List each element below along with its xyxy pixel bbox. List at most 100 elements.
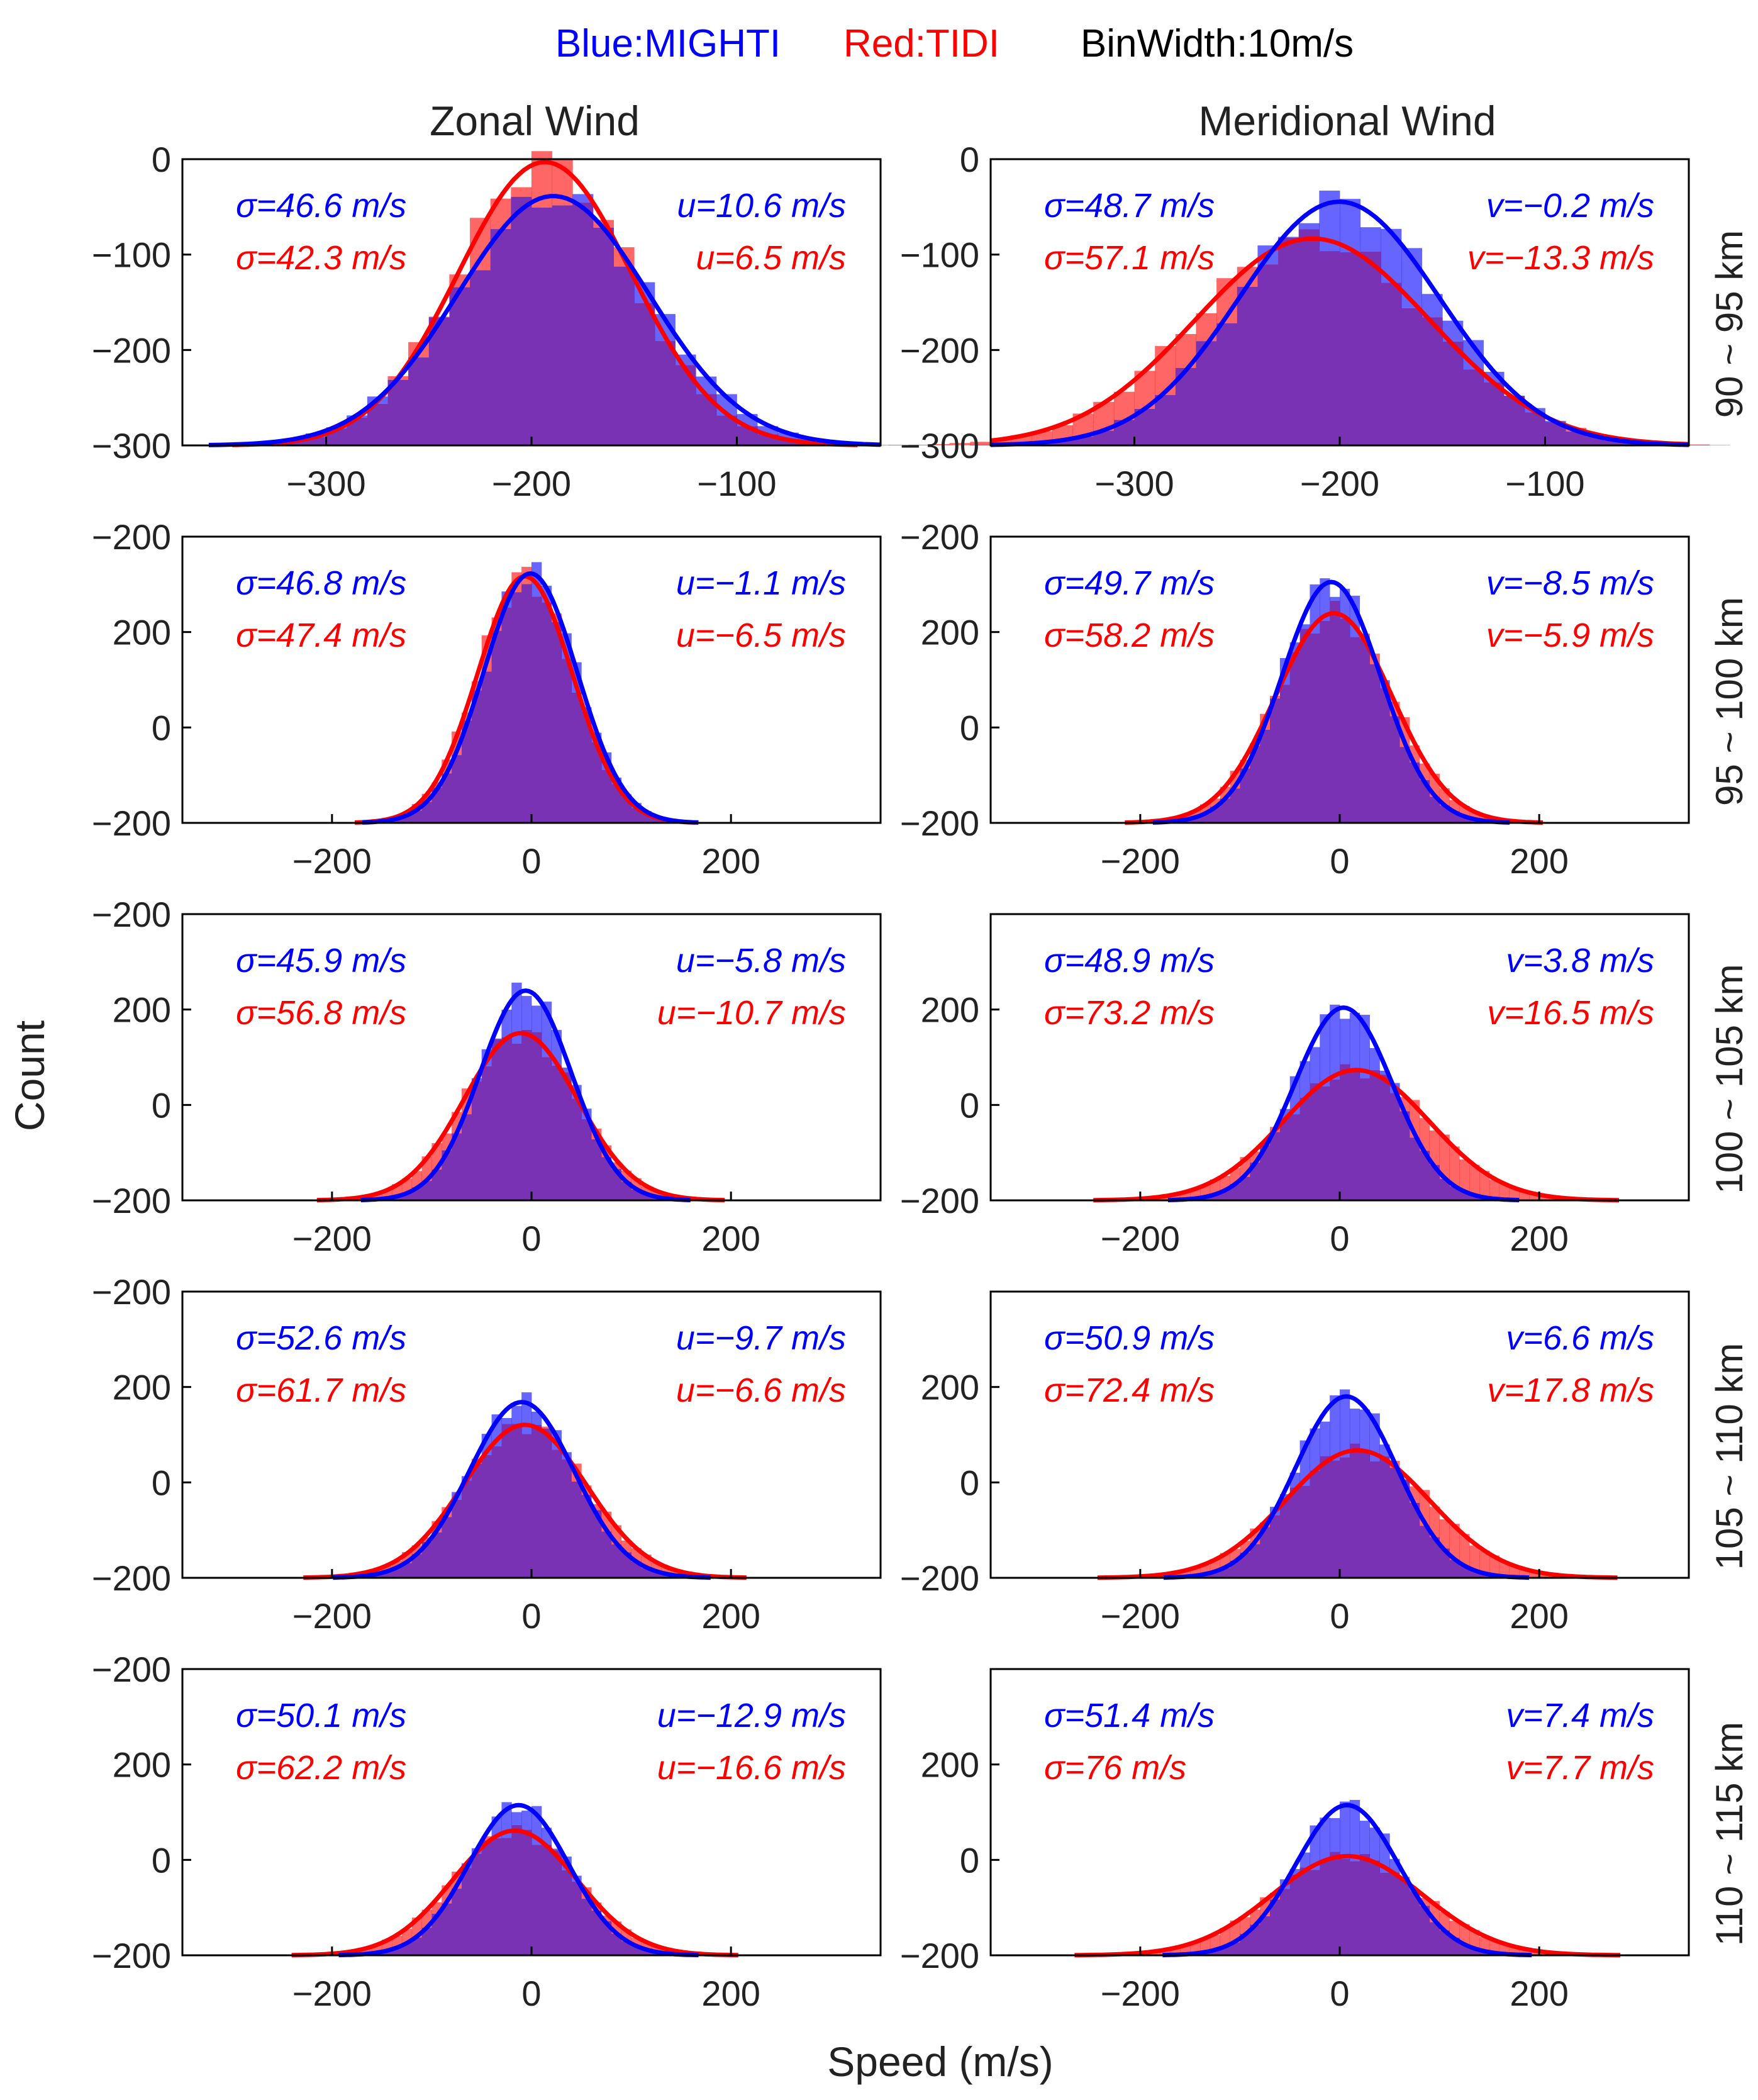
legend-tidi: Red:TIDI [843, 22, 999, 65]
sigma-tidi-label: σ=61.7 m/s [236, 1371, 406, 1409]
hist-bar-tidi [392, 1560, 403, 1568]
hist-bar-mighti [1349, 1012, 1360, 1070]
fit-curve-tidi [232, 160, 858, 447]
hist-bar-overlap [1399, 1111, 1410, 1200]
fit-curve-mighti [338, 1802, 699, 1958]
hist-bar-overlap [1419, 1906, 1430, 1955]
hist-bar-tidi [1190, 810, 1201, 818]
hist-bar-overlap [1299, 1485, 1310, 1578]
hist-bar-overlap [490, 229, 511, 445]
y-tick-label: −200 [92, 803, 171, 843]
hist-bar-mighti [1359, 1821, 1370, 1854]
hist-bar-overlap [641, 1949, 652, 1955]
mean-mighti-label: u=−12.9 m/s [657, 1697, 846, 1734]
hist-bar-mighti [561, 1067, 572, 1073]
mean-tidi-label: u=−6.6 m/s [676, 1371, 846, 1409]
hist-bar-overlap [1429, 1922, 1440, 1955]
hist-bar-overlap [541, 1057, 552, 1200]
hist-bar-mighti [1340, 1389, 1350, 1458]
hist-bar-mighti [531, 1005, 542, 1032]
panel-2: 0 −100 −200 −300 −300 −200 −100 σ=48.7 m/s σ=57.… [887, 140, 1730, 503]
x-tick-label: 0 [521, 841, 541, 881]
hist-bar-overlap [591, 742, 602, 823]
hist-bar-overlap [1462, 369, 1484, 445]
hist-bar-mighti [1310, 1428, 1320, 1471]
hist-bar-overlap [1349, 1861, 1360, 1955]
y-tick-label: −300 [900, 426, 979, 466]
hist-bar-overlap [1606, 440, 1628, 445]
hist-bar-overlap [1439, 1548, 1450, 1578]
mean-tidi-label: v=17.8 m/s [1487, 1371, 1654, 1409]
mean-tidi-label: v=−13.3 m/s [1467, 239, 1654, 277]
hist-bar-overlap [1216, 323, 1238, 445]
hist-bar-overlap [1260, 1916, 1271, 1955]
hist-bar-tidi [372, 1193, 382, 1200]
x-tick-label: 0 [1330, 1974, 1349, 2013]
sigma-mighti-label: σ=46.6 m/s [236, 187, 406, 225]
hist-bar-overlap [1278, 237, 1299, 445]
panel-9: −200 200 0 −200 −200 0 200 σ=50.1 m/s σ=62.2 m/s… [92, 1650, 882, 2013]
hist-bar-overlap [1237, 287, 1258, 445]
y-tick-label: 0 [960, 1085, 979, 1125]
hist-bar-overlap [1190, 817, 1201, 823]
hist-bar-tidi [382, 1566, 392, 1572]
hist-bar-overlap [1359, 1853, 1370, 1955]
hist-bar-overlap [1230, 788, 1240, 823]
y-axis-title: Count [6, 1020, 53, 1131]
hist-bar-overlap [531, 1425, 542, 1578]
hist-bar-overlap [442, 1903, 452, 1955]
hist-bar-overlap [452, 755, 462, 823]
sigma-mighti-label: σ=51.4 m/s [1044, 1697, 1215, 1734]
hist-bar-overlap [491, 1446, 502, 1578]
fit-curve-mighti [362, 571, 699, 825]
hist-bar-tidi [1499, 1562, 1510, 1577]
hist-bar-overlap [1210, 1194, 1221, 1200]
hist-bar-overlap [1310, 1470, 1320, 1578]
sigma-mighti-label: σ=50.1 m/s [236, 1697, 406, 1734]
hist-bar-overlap [1340, 1064, 1350, 1200]
hist-bar-tidi [1479, 1171, 1490, 1198]
hist-bar-overlap [601, 1921, 612, 1955]
hist-bar-overlap [581, 711, 592, 823]
x-tick-label: 200 [1510, 841, 1568, 881]
legend-binwidth: BinWidth:10m/s [1081, 22, 1354, 65]
hist-bar-mighti [1279, 1494, 1291, 1498]
hist-bar-overlap [408, 357, 430, 445]
x-tick-label: 0 [521, 1596, 541, 1636]
hist-bar-tidi [661, 1567, 672, 1574]
y-tick-label: 0 [152, 708, 171, 747]
hist-bar-overlap [1320, 1456, 1330, 1578]
hist-bar-overlap [1319, 251, 1340, 445]
hist-bar-tidi [1489, 1179, 1500, 1199]
mean-mighti-label: v=−0.2 m/s [1486, 187, 1654, 225]
hist-bar-mighti [1379, 1070, 1390, 1075]
hist-bar-overlap [511, 592, 522, 823]
hist-bar-overlap [611, 1544, 622, 1578]
hist-bar-overlap [592, 227, 614, 445]
fit-curve-mighti [333, 1400, 711, 1580]
mean-tidi-label: u=−16.6 m/s [657, 1749, 846, 1787]
fit-curve-tidi [1125, 611, 1543, 825]
hist-bar-tidi [362, 1948, 372, 1954]
mean-mighti-label: u=−9.7 m/s [676, 1319, 846, 1357]
hist-bar-tidi [1160, 1949, 1171, 1955]
hist-bar-overlap [1419, 1526, 1430, 1578]
x-tick-label: −200 [1101, 1219, 1180, 1258]
y-tick-label: 200 [921, 1745, 979, 1785]
y-tick-label: −200 [900, 1558, 979, 1598]
hist-bar-overlap [651, 1571, 662, 1578]
hist-bar-overlap [1279, 1497, 1291, 1578]
hist-bar-overlap [521, 1829, 532, 1955]
hist-bar-overlap [1469, 1195, 1480, 1200]
y-tick-label: −200 [92, 1650, 171, 1689]
hist-bar-tidi [970, 442, 991, 445]
x-tick-label: −100 [1505, 464, 1584, 503]
panel-10: 200 0 −200 −200 0 200 σ=51.4 m/s σ=76 m/s v=7.4 … [900, 1668, 1690, 2013]
hist-bar-overlap [367, 403, 388, 445]
fit-curve-mighti [1152, 579, 1510, 825]
mean-tidi-label: u=−10.7 m/s [657, 994, 846, 1032]
x-tick-label: −200 [1101, 1974, 1180, 2013]
hist-bar-overlap [552, 205, 573, 445]
hist-bar-overlap [601, 1157, 612, 1200]
hist-bar-mighti [551, 1848, 562, 1850]
